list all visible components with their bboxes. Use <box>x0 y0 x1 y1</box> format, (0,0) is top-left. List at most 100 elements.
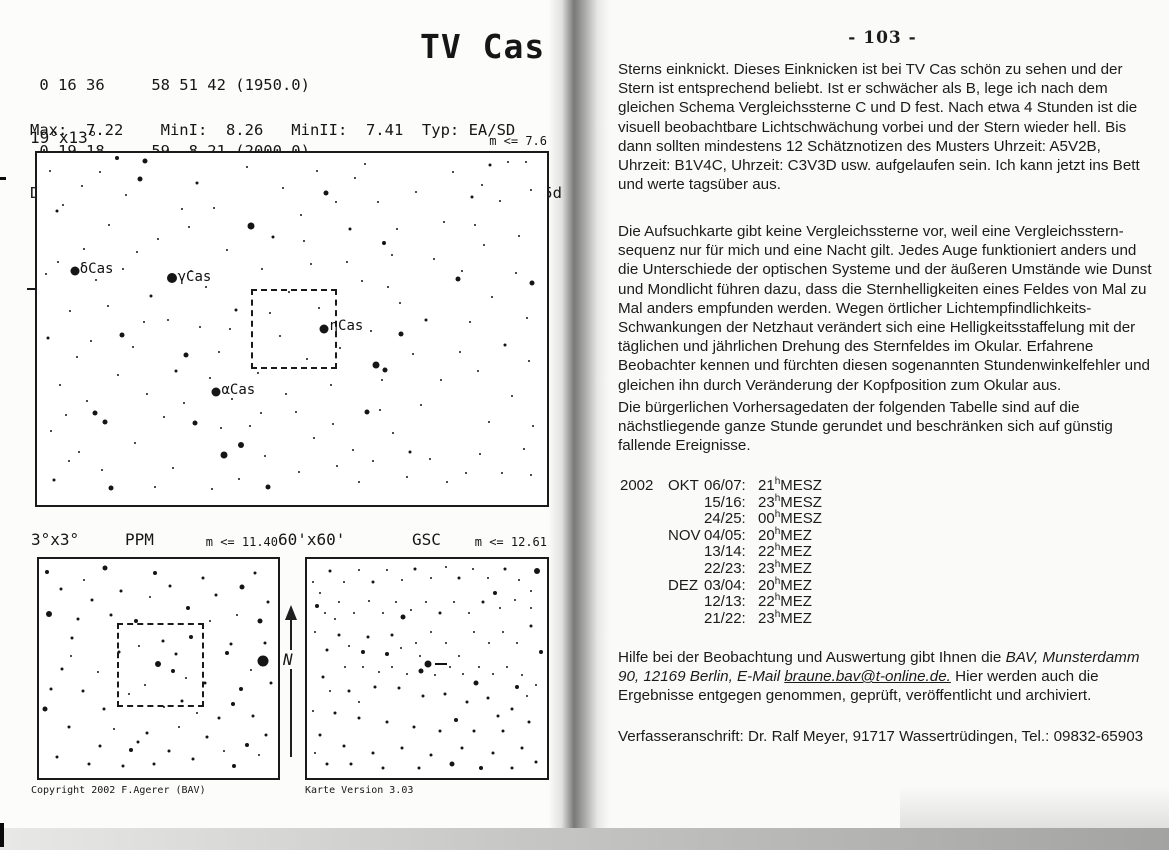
cell-month <box>668 594 704 611</box>
gsc-mag-label: m <= 12.61 <box>474 535 547 549</box>
star <box>439 379 442 382</box>
star <box>460 746 464 750</box>
star <box>282 187 285 190</box>
star <box>183 352 189 358</box>
star <box>113 727 116 730</box>
star <box>201 576 205 580</box>
star <box>478 452 481 455</box>
star <box>309 262 312 265</box>
star <box>264 733 268 737</box>
star <box>70 655 73 658</box>
star <box>333 618 336 621</box>
star <box>98 744 102 748</box>
star <box>161 639 165 643</box>
star <box>531 424 534 427</box>
star <box>410 609 413 612</box>
star <box>167 749 171 753</box>
star <box>472 729 476 733</box>
star <box>493 590 498 595</box>
cell-month <box>668 495 704 512</box>
paragraph-einknicken: Sterns einknickt. Dieses Einknicken ist … <box>618 61 1140 194</box>
star <box>418 668 424 674</box>
star <box>510 707 514 711</box>
star <box>149 294 153 298</box>
star <box>153 486 156 489</box>
star <box>52 478 56 482</box>
star <box>496 714 500 718</box>
star <box>317 306 320 309</box>
main-chart-mag-label: m <= 7.6 <box>489 134 547 148</box>
star <box>102 419 108 425</box>
cell-date: 03/04: <box>704 576 746 594</box>
star <box>491 296 494 299</box>
star <box>142 158 148 164</box>
star <box>257 618 263 624</box>
star <box>59 587 62 591</box>
star <box>285 393 288 396</box>
star <box>214 593 218 597</box>
star <box>259 412 262 415</box>
star <box>174 652 178 656</box>
star <box>325 762 329 766</box>
star <box>48 169 51 172</box>
star <box>421 694 425 698</box>
coords-1950: 0 16 36 58 51 42 (1950.0) <box>30 76 310 94</box>
star <box>228 328 231 330</box>
stats-magnitudes: Max: 7.22 MinI: 8.26 MinII: 7.41 Typ: EA… <box>30 121 516 139</box>
star <box>534 760 538 764</box>
p4-before: Hilfe bei der Beobachtung und Auswertung… <box>618 649 1006 666</box>
star <box>312 580 314 583</box>
star <box>315 169 318 172</box>
star <box>455 276 461 282</box>
cell-date: 22/23: <box>704 559 746 577</box>
star <box>109 613 113 617</box>
star <box>81 689 85 693</box>
star <box>525 694 528 697</box>
star <box>351 449 354 452</box>
star <box>397 686 401 690</box>
star <box>468 320 471 323</box>
star <box>226 248 229 251</box>
star <box>390 633 394 637</box>
star <box>102 707 106 711</box>
star <box>62 204 64 207</box>
star <box>499 607 502 610</box>
ppm-name-label: PPM <box>125 530 154 549</box>
star <box>191 757 195 761</box>
star <box>203 681 207 685</box>
star <box>188 634 193 639</box>
star <box>470 195 474 199</box>
star <box>400 746 404 750</box>
star <box>477 665 480 668</box>
star <box>69 310 72 313</box>
star <box>452 600 455 603</box>
star <box>364 162 367 165</box>
star <box>163 705 166 708</box>
star <box>529 188 532 191</box>
cell-date: 13/14: <box>704 543 746 561</box>
star <box>520 746 524 750</box>
star <box>501 631 504 634</box>
star <box>134 442 137 445</box>
star <box>462 672 465 675</box>
star <box>180 699 184 703</box>
star <box>534 568 541 575</box>
cell-time: 23hMEZ <box>758 558 812 577</box>
star <box>314 751 317 754</box>
star <box>230 701 235 706</box>
cell-month: OKT <box>668 477 699 494</box>
star <box>529 280 535 286</box>
star <box>513 598 516 601</box>
star <box>82 248 85 251</box>
star <box>378 408 381 411</box>
star <box>503 567 507 571</box>
table-row: 22/23: 23hMEZ <box>620 558 822 578</box>
star <box>268 312 271 315</box>
copyright-line: Copyright 2002 F.Agerer (BAV) <box>31 785 206 796</box>
star <box>539 650 543 655</box>
star <box>487 641 490 644</box>
star <box>443 692 447 696</box>
star <box>503 343 507 347</box>
cell-year <box>620 594 668 611</box>
